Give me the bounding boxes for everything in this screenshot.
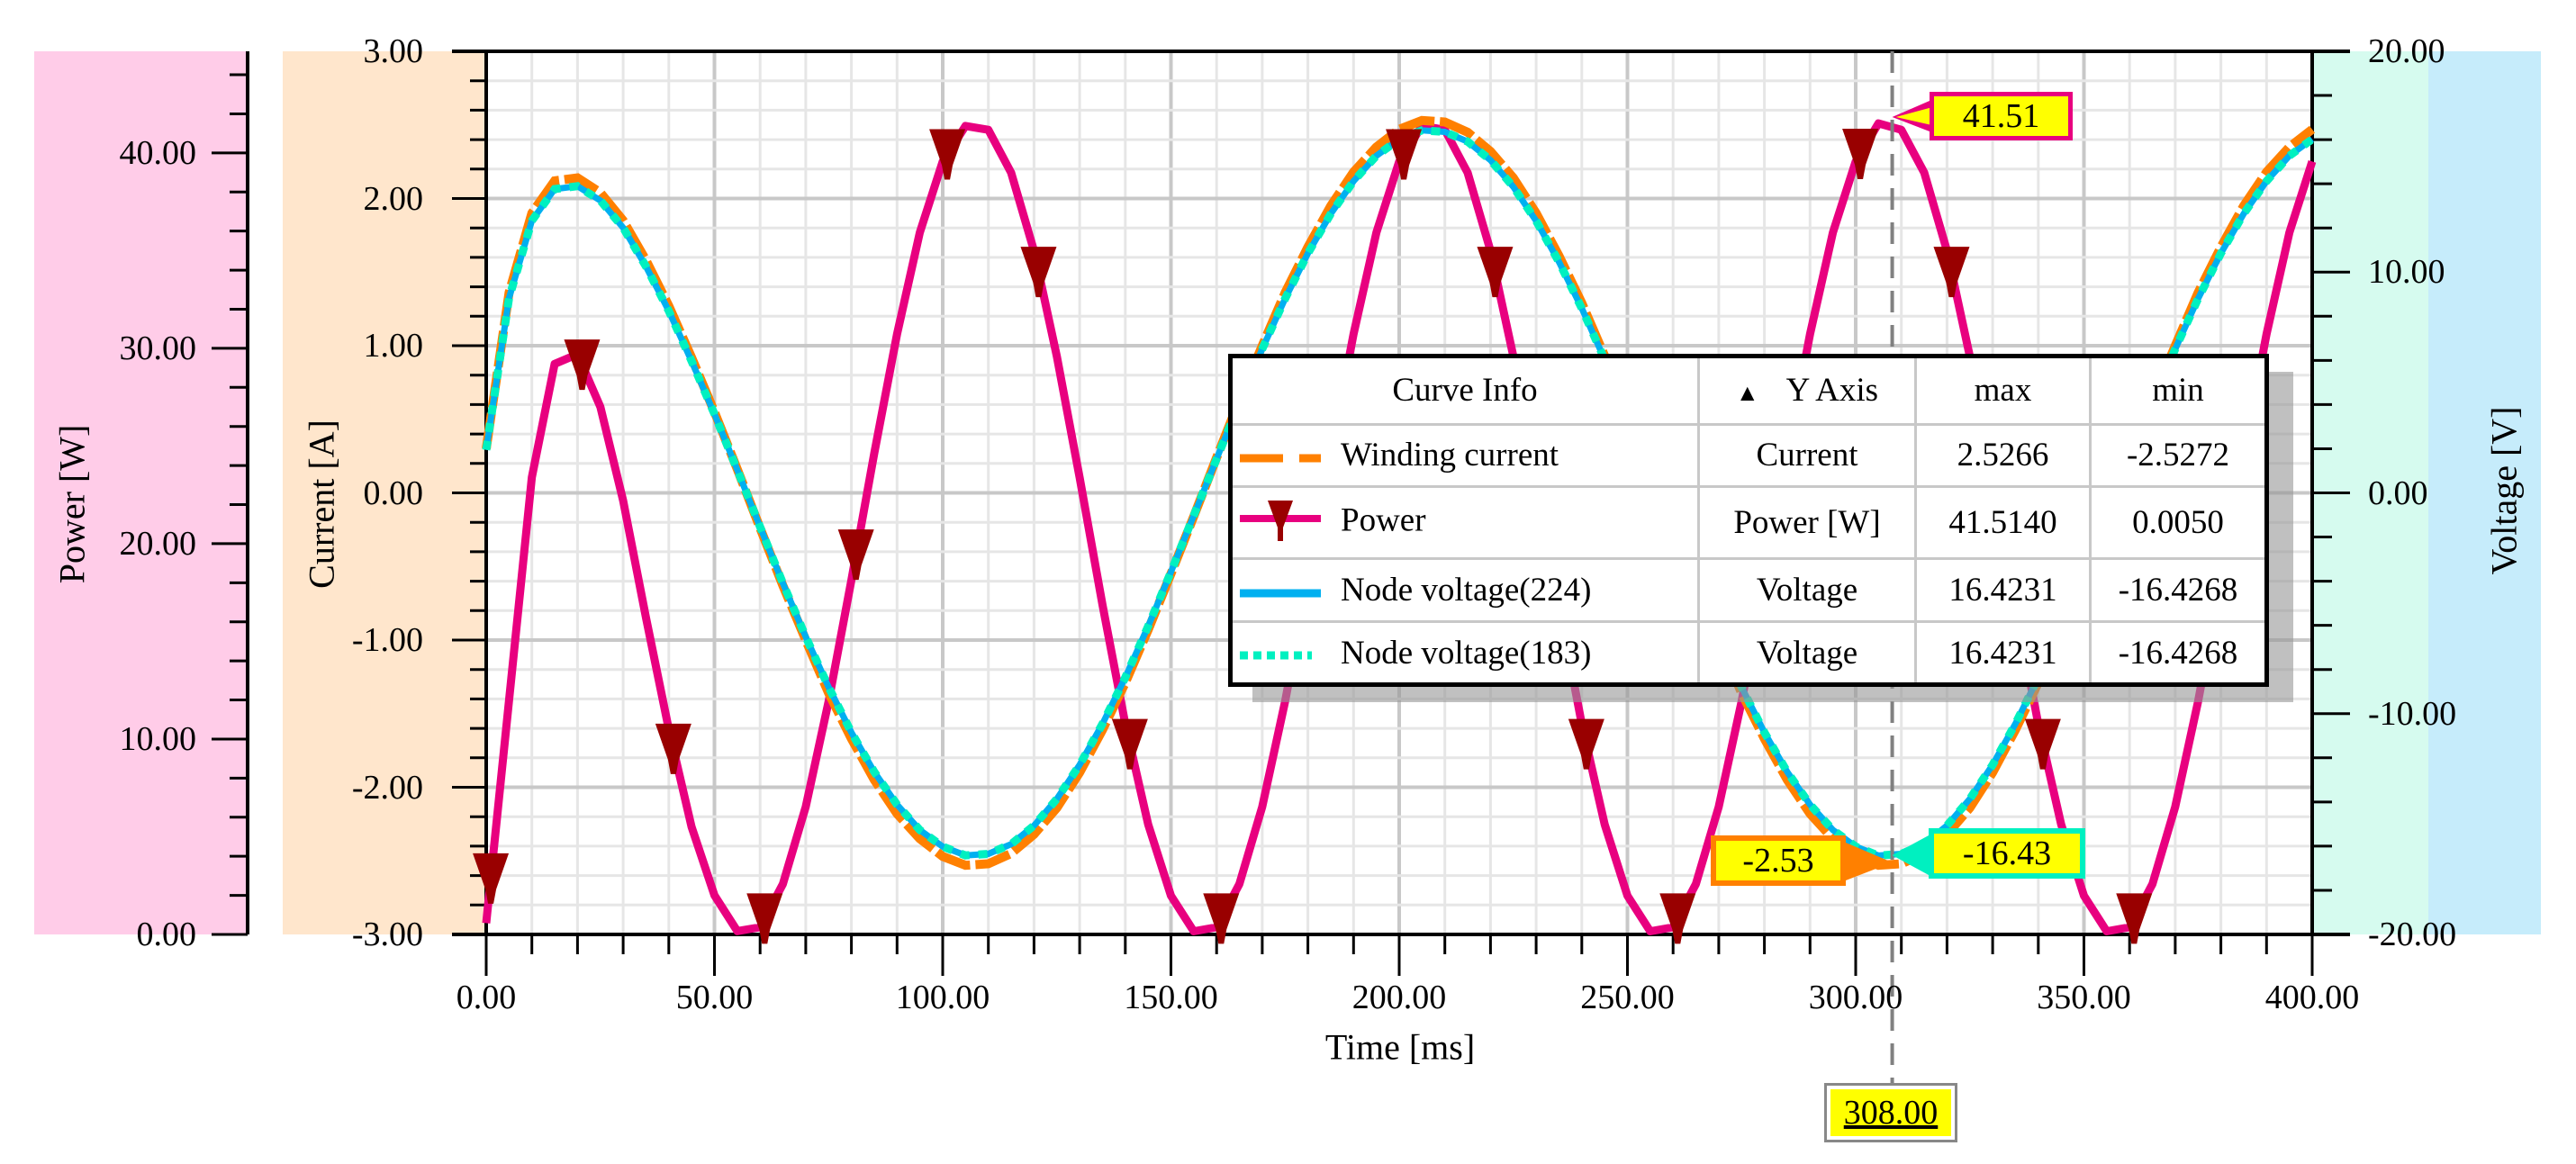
- current-tick-label: 0.00: [363, 474, 424, 512]
- power-tick-label: 40.00: [119, 133, 197, 172]
- voltage-tick-label: 20.00: [2368, 32, 2445, 70]
- current-tick-label: 2.00: [363, 179, 424, 218]
- legend-max: 41.5140: [1914, 485, 2092, 561]
- power-tick-label: 20.00: [119, 524, 197, 563]
- axes: [212, 50, 2350, 976]
- x-tick-label: 350.00: [2037, 979, 2131, 1016]
- cursor-current-value: -2.53: [1711, 835, 1846, 886]
- x-tick-label: 100.00: [895, 979, 990, 1016]
- dashed-orange-line-icon: [1240, 449, 1321, 467]
- cursor-x-value[interactable]: 308.00: [1824, 1083, 1957, 1142]
- legend-row[interactable]: Node voltage(183) Voltage 16.4231 -16.42…: [1233, 620, 2264, 682]
- legend-curve-name: Node voltage(183): [1341, 634, 1592, 672]
- legend-row[interactable]: Power Power [W] 41.5140 0.0050: [1233, 485, 2264, 561]
- power-triangle-marker-icon: [1240, 500, 1321, 546]
- legend-header-max[interactable]: max: [1914, 358, 2092, 426]
- power-marker-triangle-icon: [2024, 718, 2061, 770]
- power-marker-triangle-icon: [564, 339, 601, 391]
- power-axis-title: Power [W]: [51, 424, 93, 584]
- voltage-axis-panel-2: [2428, 51, 2541, 934]
- legend-curve-name: Winding current: [1341, 437, 1559, 474]
- current-tick-label: -2.00: [351, 768, 423, 807]
- voltage-tick-label: 0.00: [2368, 474, 2428, 512]
- power-axis-panel[interactable]: [34, 51, 248, 934]
- power-marker-triangle-icon: [655, 723, 691, 774]
- cursor-voltage-value: -16.43: [1929, 828, 2085, 879]
- legend-axis: Voltage: [1697, 557, 1917, 624]
- legend-header-y-axis[interactable]: ▲ Y Axis: [1697, 358, 1917, 426]
- legend-axis: Voltage: [1697, 620, 1917, 682]
- power-marker-triangle-icon: [1842, 128, 1879, 179]
- voltage-tick-label: -20.00: [2368, 916, 2457, 953]
- legend-axis: Current: [1697, 422, 1917, 489]
- power-marker-triangle-icon: [1933, 247, 1970, 298]
- current-tick-label: 1.00: [363, 327, 424, 365]
- current-tick-label: 3.00: [363, 32, 424, 70]
- x-tick-label: 150.00: [1124, 979, 1218, 1016]
- power-marker-triangle-icon: [1386, 129, 1423, 180]
- callout-pointer: [1892, 835, 1929, 875]
- voltage-tick-label: -10.00: [2368, 694, 2457, 733]
- legend-max: 16.4231: [1914, 620, 2092, 682]
- power-marker-triangle-icon: [2116, 893, 2153, 944]
- power-marker-triangle-icon: [473, 853, 510, 904]
- legend-row[interactable]: Node voltage(224) Voltage 16.4231 -16.42…: [1233, 557, 2264, 624]
- legend-curve-name: Node voltage(224): [1341, 572, 1592, 609]
- x-tick-label: 50.00: [675, 979, 754, 1016]
- legend-min: -16.4268: [2089, 620, 2264, 682]
- legend-row[interactable]: Winding current Current 2.5266 -2.5272: [1233, 422, 2264, 489]
- legend-header-min[interactable]: min: [2089, 358, 2264, 426]
- legend-header-curve-info[interactable]: Curve Info: [1233, 358, 1700, 426]
- cursor-power-value: 41.51: [1930, 92, 2073, 140]
- power-tick-label: 30.00: [119, 329, 197, 367]
- legend-min: -16.4268: [2089, 557, 2264, 624]
- power-marker-triangle-icon: [1111, 718, 1148, 770]
- power-marker-triangle-icon: [1477, 247, 1514, 298]
- callout-pointer: [1846, 843, 1893, 880]
- time-axis-title: Time [ms]: [1324, 1026, 1476, 1068]
- power-marker-triangle-icon: [1659, 893, 1696, 944]
- x-tick-label: 0.00: [456, 979, 517, 1016]
- solid-blue-line-icon: [1240, 584, 1321, 602]
- x-tick-label: 250.00: [1580, 979, 1675, 1016]
- power-marker-triangle-icon: [1020, 247, 1057, 298]
- legend-max: 16.4231: [1914, 557, 2092, 624]
- current-tick-label: -1.00: [351, 621, 423, 659]
- curve-info-legend[interactable]: Curve Info ▲ Y Axis max min Winding curre…: [1228, 354, 2269, 687]
- power-marker-triangle-icon: [837, 529, 874, 581]
- power-marker-triangle-icon: [746, 893, 783, 944]
- voltage-axis-title: Voltage [V]: [2483, 406, 2525, 575]
- x-tick-label: 200.00: [1351, 979, 1447, 1016]
- legend-min: -2.5272: [2089, 422, 2264, 489]
- x-tick-label: 400.00: [2264, 979, 2360, 1016]
- power-marker-triangle-icon: [1568, 718, 1604, 770]
- power-tick-label: 10.00: [119, 719, 197, 758]
- dotted-mint-line-icon: [1240, 646, 1321, 664]
- legend-min: 0.0050: [2089, 485, 2264, 561]
- power-marker-triangle-icon: [929, 129, 966, 180]
- current-tick-label: -3.00: [351, 916, 423, 953]
- current-axis-title: Current [A]: [301, 420, 342, 589]
- power-tick-label: 0.00: [136, 916, 197, 953]
- power-marker-triangle-icon: [1203, 893, 1240, 944]
- y-axis-header-label: Y Axis: [1785, 372, 1879, 410]
- grid-lines: [486, 51, 2312, 934]
- legend-curve-name: Power: [1341, 501, 1426, 539]
- sort-ascending-icon: ▲: [1735, 380, 1759, 407]
- voltage-tick-label: 10.00: [2368, 253, 2445, 292]
- legend-max: 2.5266: [1914, 422, 2092, 489]
- legend-axis: Power [W]: [1697, 485, 1917, 561]
- x-tick-label: 300.00: [1808, 979, 1903, 1016]
